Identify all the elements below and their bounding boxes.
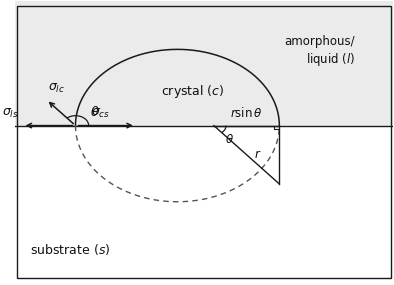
Bar (15, 1, 392, 126)
Text: $\sigma_{cs}$: $\sigma_{cs}$ (91, 107, 110, 120)
Text: $\sigma_{ls}$: $\sigma_{ls}$ (2, 107, 19, 120)
Text: $\sigma_{lc}$: $\sigma_{lc}$ (48, 82, 65, 95)
Text: amorphous/
liquid $(l)$: amorphous/ liquid $(l)$ (284, 35, 355, 68)
Text: substrate $(s)$: substrate $(s)$ (30, 242, 110, 257)
Text: $r$: $r$ (254, 148, 262, 161)
Text: $r\sin\theta$: $r\sin\theta$ (230, 107, 263, 121)
Bar (15, 126, 392, 284)
Text: $\theta$: $\theta$ (225, 133, 234, 146)
Text: $\theta$: $\theta$ (90, 105, 99, 119)
Text: crystal $(c)$: crystal $(c)$ (161, 83, 224, 100)
